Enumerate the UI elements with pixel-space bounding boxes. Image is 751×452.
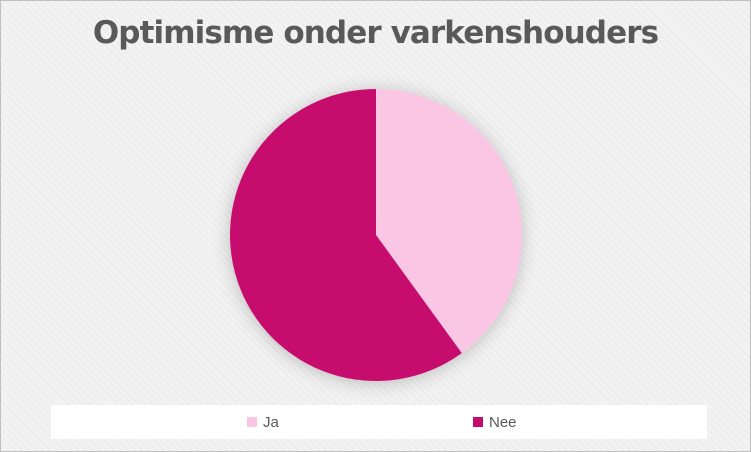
legend: Ja Nee: [51, 405, 707, 439]
legend-swatch-ja: [247, 417, 257, 427]
pie-slice-ja[interactable]: [376, 89, 522, 354]
legend-label-ja: Ja: [263, 413, 279, 431]
pie-slice-nee[interactable]: [229, 89, 462, 381]
legend-item-nee[interactable]: Nee: [473, 405, 517, 439]
legend-item-ja[interactable]: Ja: [247, 405, 279, 439]
legend-label-nee: Nee: [489, 413, 517, 431]
chart-title: Optimisme onder varkenshouders: [92, 15, 659, 51]
legend-swatch-nee: [473, 417, 483, 427]
